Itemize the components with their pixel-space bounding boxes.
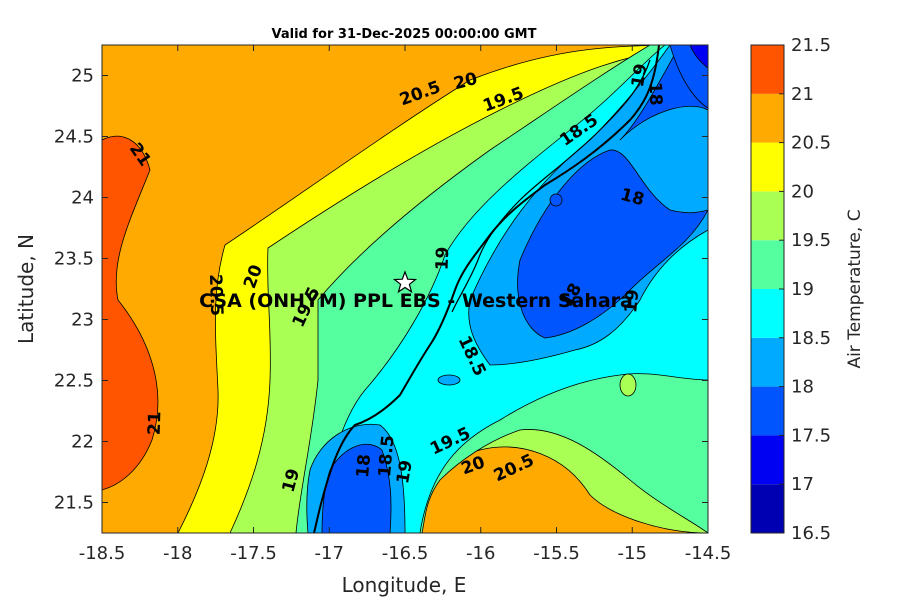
x-tick-label: -15 bbox=[618, 543, 647, 564]
colorbar-swatch bbox=[751, 240, 784, 289]
x-tick-label: -17 bbox=[315, 543, 344, 564]
x-tick-label: -17.5 bbox=[230, 543, 277, 564]
contour-label: 19 bbox=[621, 289, 643, 314]
colorbar-tick-label: 20 bbox=[791, 181, 814, 202]
colorbar-swatch bbox=[751, 435, 784, 485]
y-tick-label: 22 bbox=[71, 432, 94, 453]
colorbar-label: Air Temperature, C bbox=[845, 209, 865, 368]
x-tick-label: -15.5 bbox=[533, 543, 580, 564]
colorbar-swatch bbox=[751, 93, 784, 143]
colorbar-tick-label: 16.5 bbox=[791, 523, 831, 544]
colorbar-tick-label: 18 bbox=[791, 377, 814, 398]
y-tick-label: 22.5 bbox=[54, 371, 94, 392]
colorbar-swatch bbox=[751, 337, 784, 387]
colorbar-swatch bbox=[751, 142, 784, 192]
contour-label: 19 bbox=[432, 246, 453, 270]
x-tick-label: -18 bbox=[163, 543, 192, 564]
band-17-to-17-5-nw bbox=[689, 45, 708, 69]
band-17-5-to-18-east bbox=[517, 45, 708, 339]
band-19-5-islet bbox=[619, 373, 637, 397]
band-17-5-islet bbox=[549, 193, 563, 207]
colorbar-tick-label: 17.5 bbox=[791, 425, 831, 446]
band-21-to-21-5-west bbox=[102, 135, 159, 491]
contour-label: 20.5 bbox=[205, 274, 226, 317]
star-icon bbox=[392, 270, 418, 294]
x-tick-label: -14.5 bbox=[685, 543, 732, 564]
colorbar-tick-label: 20.5 bbox=[791, 133, 831, 154]
y-tick-label: 23.5 bbox=[54, 249, 94, 270]
y-tick-label: 21.5 bbox=[54, 493, 94, 514]
colorbar-swatch bbox=[751, 484, 784, 533]
colorbar-tick-label: 21.5 bbox=[791, 35, 831, 56]
colorbar-swatch bbox=[751, 45, 784, 94]
colorbar-swatch bbox=[751, 386, 784, 436]
y-tick-label: 24 bbox=[71, 188, 94, 209]
colorbar-swatch bbox=[751, 289, 784, 338]
colorbar-swatch bbox=[751, 191, 784, 241]
x-tick-label: -16 bbox=[466, 543, 495, 564]
x-axis: -18.5 -18 -17.5 -17 -16.5 -16 -15.5 -15 -14.5 bbox=[79, 45, 732, 564]
colorbar-tick-label: 19 bbox=[791, 279, 814, 300]
band-18-islet bbox=[437, 374, 461, 386]
contour-label: 21 bbox=[145, 411, 166, 435]
colorbar-tick-label: 19.5 bbox=[791, 230, 831, 251]
colorbar: 16.5 17 17.5 18 18.5 19 19.5 20 20.5 21 21.5 bbox=[750, 35, 831, 544]
chart-title: Valid for 31-Dec-2025 00:00:00 GMT bbox=[272, 27, 537, 42]
contour-map bbox=[102, 45, 708, 533]
y-axis: 21.5 22 22.5 23 23.5 24 24.5 25 bbox=[54, 66, 708, 514]
band-17-5-to-18-south-core bbox=[321, 443, 392, 533]
contour-label: 19 bbox=[393, 459, 417, 486]
x-axis-label: Longitude, E bbox=[342, 573, 467, 597]
y-tick-label: 25 bbox=[71, 66, 94, 87]
contour-label: 18.5 bbox=[375, 434, 399, 478]
colorbar-tick-label: 18.5 bbox=[791, 328, 831, 349]
contour-label: 19 bbox=[628, 62, 652, 89]
site-marker: CSA (ONHYM) PPL EBS - Western Sahara bbox=[199, 270, 633, 312]
contour-label: 18 bbox=[353, 453, 375, 478]
colorbar-tick-label: 17 bbox=[791, 474, 814, 495]
site-label: CSA (ONHYM) PPL EBS - Western Sahara bbox=[199, 290, 633, 312]
x-tick-label: -18.5 bbox=[79, 543, 126, 564]
coastline-secondary bbox=[451, 59, 651, 313]
y-axis-label: Latitude, N bbox=[14, 234, 38, 344]
y-tick-label: 24.5 bbox=[54, 127, 94, 148]
colorbar-tick-label: 21 bbox=[791, 84, 814, 105]
y-tick-label: 23 bbox=[71, 310, 94, 331]
contour-label: 18 bbox=[645, 82, 666, 106]
x-tick-label: -16.5 bbox=[382, 543, 429, 564]
coastline bbox=[313, 45, 660, 533]
